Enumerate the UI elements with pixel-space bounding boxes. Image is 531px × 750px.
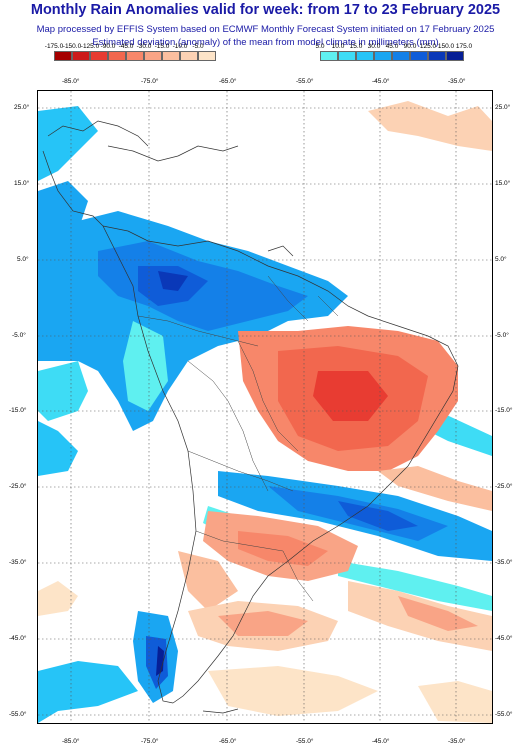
legend-swatch: [90, 51, 108, 61]
lat-label-left: 5.0°: [17, 256, 29, 263]
lat-label-left: 15.0°: [14, 180, 30, 187]
lat-label-left: -45.0°: [9, 635, 27, 642]
legend-swatch: [410, 51, 428, 61]
anomaly-description: Estimated deviation (anomaly) of the mea…: [92, 37, 439, 48]
lat-label-left: 25.0°: [14, 104, 30, 111]
legend-tick-label: 175.0: [455, 43, 473, 50]
lon-label-top: -35.0°: [448, 78, 466, 85]
lat-label-right: 25.0°: [495, 104, 511, 111]
lat-label-right: -55.0°: [495, 711, 513, 718]
lat-label-left: -25.0°: [9, 483, 27, 490]
lon-label-bottom: -75.0°: [141, 738, 159, 745]
legend-swatch: [356, 51, 374, 61]
lat-label-right: -5.0°: [495, 332, 509, 339]
anomaly-map: [37, 90, 493, 724]
lon-label-top: -45.0°: [372, 78, 390, 85]
legend-tick-label: 15.0: [349, 43, 363, 50]
legend-swatch: [180, 51, 198, 61]
lat-label-right: -45.0°: [495, 635, 513, 642]
lat-label-left: -15.0°: [9, 407, 27, 414]
lon-label-top: -75.0°: [141, 78, 159, 85]
legend-tick-label: -90.0: [100, 43, 116, 50]
lon-label-top: -65.0°: [219, 78, 237, 85]
legend-tick-label: -175.0: [44, 43, 64, 50]
legend-swatch: [374, 51, 392, 61]
legend-swatch: [198, 51, 216, 61]
legend-swatch: [126, 51, 144, 61]
graticule: [38, 91, 492, 723]
legend-swatch: [320, 51, 338, 61]
lat-label-left: -35.0°: [9, 559, 27, 566]
legend-tick-label: -125.0: [80, 43, 100, 50]
lon-label-top: -85.0°: [62, 78, 80, 85]
legend-tick-label: -15.0: [154, 43, 170, 50]
legend-tick-label: 45.0: [385, 43, 399, 50]
legend-swatch: [144, 51, 162, 61]
lat-label-right: 15.0°: [495, 180, 511, 187]
legend-tick-label: -30.0: [136, 43, 152, 50]
legend-swatch: [392, 51, 410, 61]
map-canvas: [38, 91, 492, 723]
lat-label-right: 5.0°: [495, 256, 507, 263]
coastlines: [42, 120, 459, 714]
lat-label-right: -35.0°: [495, 559, 513, 566]
legend-tick-label: 125.0: [419, 43, 437, 50]
legend-tick-label: -45.0: [118, 43, 134, 50]
wet-anomaly-areas: [38, 106, 492, 723]
legend-tick-label: 5.0: [315, 43, 325, 50]
legend-tick-label: 90.0: [403, 43, 417, 50]
lat-label-left: -5.0°: [12, 332, 26, 339]
lon-label-bottom: -85.0°: [62, 738, 80, 745]
lat-label-left: -55.0°: [9, 711, 27, 718]
lon-label-bottom: -65.0°: [219, 738, 237, 745]
legend-swatch: [446, 51, 464, 61]
legend-tick-label: -150.0: [62, 43, 82, 50]
lat-label-right: -25.0°: [495, 483, 513, 490]
legend-tick-label: 150.0: [437, 43, 455, 50]
legend-swatch: [108, 51, 126, 61]
lon-label-bottom: -35.0°: [448, 738, 466, 745]
legend-swatch: [162, 51, 180, 61]
legend-swatch: [54, 51, 72, 61]
legend-tick-label: 10.0: [331, 43, 345, 50]
legend-swatch: [72, 51, 90, 61]
legend-swatch: [338, 51, 356, 61]
dry-anomaly-areas: [38, 101, 492, 723]
legend-tick-label: 30.0: [367, 43, 381, 50]
legend-swatch: [428, 51, 446, 61]
lat-label-right: -15.0°: [495, 407, 513, 414]
country-borders: [137, 275, 339, 602]
lon-label-bottom: -55.0°: [296, 738, 314, 745]
lon-label-top: -55.0°: [296, 78, 314, 85]
map-title: Monthly Rain Anomalies valid for week: f…: [30, 2, 501, 18]
legend-tick-label: -5.0: [192, 43, 204, 50]
legend-tick-label: -10.0: [172, 43, 188, 50]
lon-label-bottom: -45.0°: [372, 738, 390, 745]
processing-note: Map processed by EFFIS System based on E…: [36, 24, 495, 35]
